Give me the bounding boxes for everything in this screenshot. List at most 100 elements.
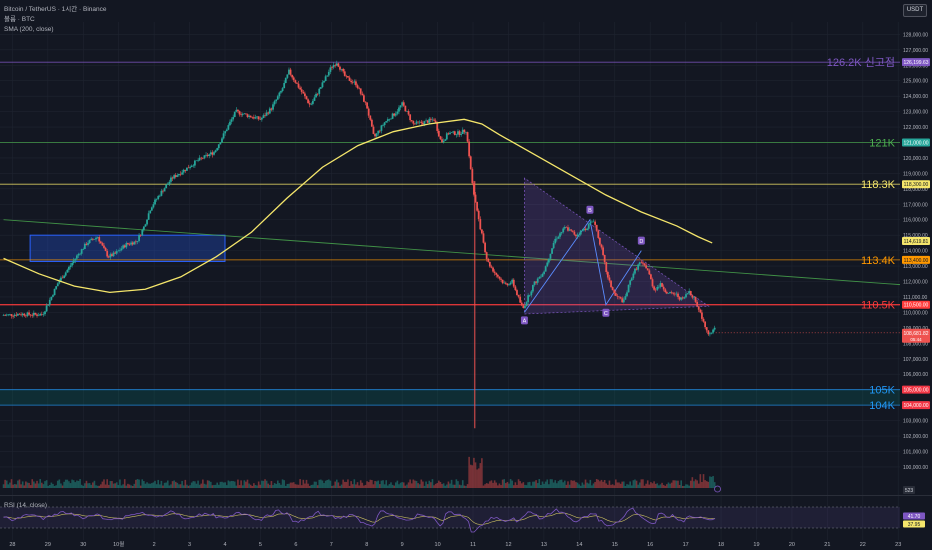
candle-body <box>421 122 424 125</box>
candle-body <box>642 262 644 264</box>
volume-indicator-label[interactable]: 볼륨 · BTC <box>4 16 35 23</box>
volume-bar <box>477 468 480 488</box>
time-tick-label: 17 <box>683 542 689 548</box>
candle-body <box>28 312 30 315</box>
volume-bar <box>605 483 608 488</box>
volume-badge <box>903 486 915 494</box>
candle-body <box>712 329 714 333</box>
candle-body <box>173 175 176 179</box>
volume-bar <box>514 482 517 488</box>
volume-bar <box>591 485 593 488</box>
candle-body <box>391 113 394 119</box>
candle-body <box>149 210 152 214</box>
volume-bar <box>519 481 521 488</box>
rsi-indicator-label[interactable]: RSI (14, close) <box>4 502 47 509</box>
volume-bar <box>640 479 643 488</box>
candle-body <box>449 132 451 135</box>
volume-bar <box>685 484 687 488</box>
volume-bar <box>95 485 97 488</box>
abcd-pattern: A B C D <box>520 177 710 325</box>
volume-bar <box>439 481 442 488</box>
symbol-title[interactable]: Bitcoin / TetherUS · 1시간 · Binance <box>4 6 107 13</box>
candle-body <box>292 77 295 81</box>
candle-body <box>372 126 375 134</box>
candle-body <box>91 238 94 240</box>
volume-bar <box>474 462 477 488</box>
volume-bar <box>28 482 30 488</box>
volume-bar <box>76 480 78 488</box>
time-tick-label: 23 <box>895 542 901 548</box>
volume-bar <box>455 479 458 488</box>
candle-body <box>87 243 89 245</box>
candle-body <box>232 117 235 120</box>
candle-body <box>458 131 461 135</box>
volume-bar <box>350 481 352 488</box>
candle-body <box>71 263 74 266</box>
time-tick-label: 18 <box>718 542 724 548</box>
volume-bar <box>517 479 520 488</box>
volume-bar <box>253 483 255 488</box>
volume-bar <box>422 481 424 488</box>
volume-bar <box>302 479 305 488</box>
level-price-tag-text: 105,000.00 <box>903 388 928 394</box>
volume-bar <box>391 484 394 488</box>
volume-bar <box>262 480 265 488</box>
volume-bar <box>221 481 223 488</box>
volume-bar <box>248 483 250 488</box>
price-tick-label: 128,000.00 <box>903 32 928 38</box>
candle-body <box>83 243 86 249</box>
candle-body <box>490 266 493 268</box>
candle-body <box>9 314 11 315</box>
volume-bar <box>10 479 13 488</box>
volume-bar <box>50 482 53 488</box>
volume-bar <box>420 479 423 488</box>
candle-body <box>567 227 569 231</box>
volume-bar <box>2 484 5 488</box>
time-axis[interactable]: 28 29 30 10월 2 3 4 5 6 7 8 9 10 11 12 13 14 15 16 17 18 19 20 2… <box>9 540 901 548</box>
candle-body <box>160 190 163 196</box>
volume-bar <box>316 485 319 488</box>
volume-bar <box>658 485 660 488</box>
pattern-point-label: A <box>523 319 527 325</box>
volume-bar <box>144 483 147 488</box>
sma-indicator-label[interactable]: SMA (200, close) <box>4 26 54 33</box>
candle-body <box>219 142 222 145</box>
volume-bar <box>232 481 234 488</box>
candle-body <box>48 299 51 305</box>
candle-body <box>112 252 115 257</box>
candle-body <box>669 292 671 294</box>
volume-bar <box>219 481 222 488</box>
candle-body <box>563 227 566 229</box>
candle-body <box>74 258 77 261</box>
candle-body <box>61 277 64 279</box>
volume-bar <box>479 463 482 488</box>
candle-body <box>310 103 313 105</box>
candle-body <box>353 81 356 83</box>
candle-body <box>576 234 579 237</box>
candle-body <box>603 255 606 263</box>
volume-bar <box>190 482 193 488</box>
time-tick-label: 9 <box>401 542 404 548</box>
volume-bar <box>308 485 311 488</box>
candle-body <box>551 248 553 254</box>
volume-bar <box>653 481 655 488</box>
volume-bar <box>138 479 140 488</box>
candle-body <box>595 224 598 231</box>
volume-bar <box>72 480 75 488</box>
candle-body <box>257 116 260 120</box>
candle-body <box>178 173 180 176</box>
level-price-tag <box>902 180 930 189</box>
volume-bar <box>181 480 183 488</box>
volume-bar <box>387 485 389 488</box>
candle-body <box>243 113 246 115</box>
volume-bar <box>589 479 592 488</box>
volume-bar <box>127 483 129 488</box>
volume-bar <box>677 480 679 488</box>
price-tick-label: 122,000.00 <box>903 125 928 131</box>
candle-body <box>347 76 349 78</box>
candle-body <box>437 130 440 137</box>
volume-bar <box>237 479 239 488</box>
currency-button[interactable]: USDT <box>903 4 927 17</box>
volume-bar <box>52 483 54 488</box>
